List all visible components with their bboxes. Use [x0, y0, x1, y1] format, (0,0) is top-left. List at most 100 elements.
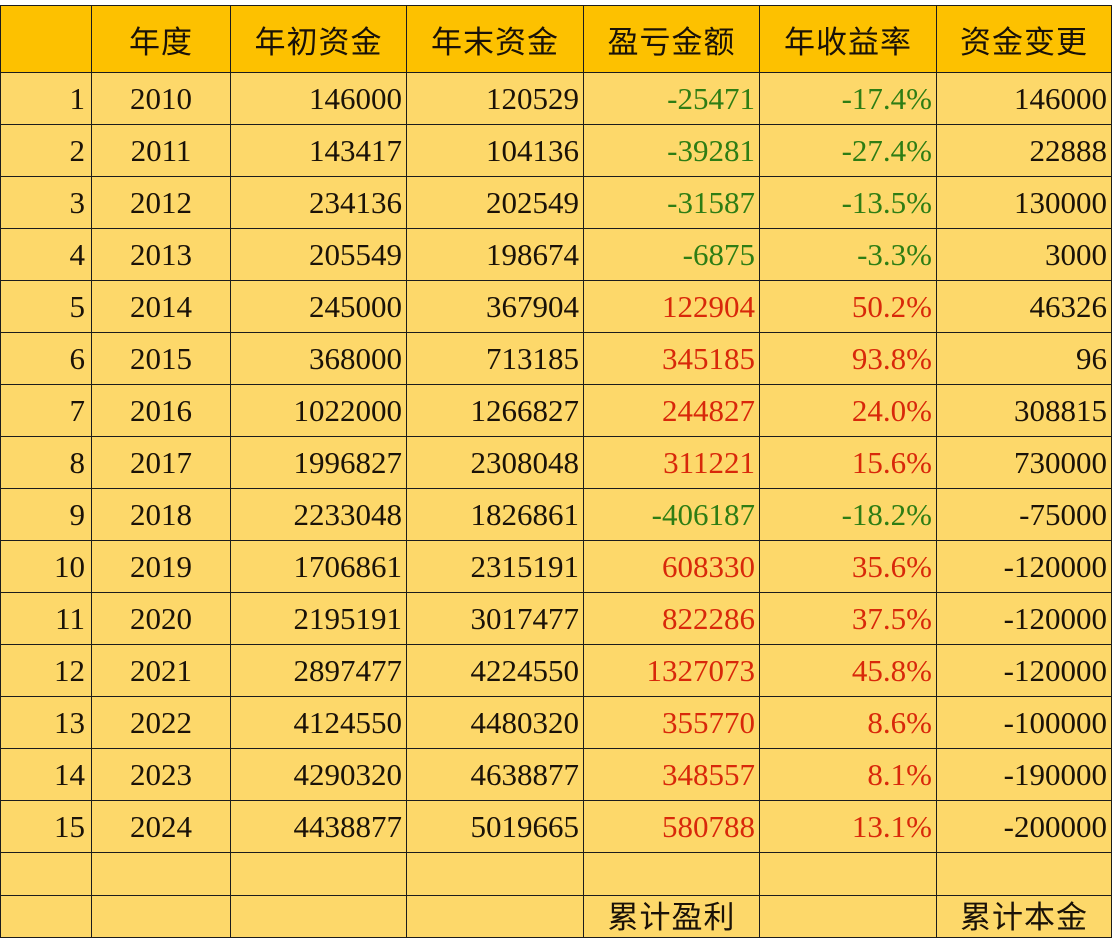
cell-profit-loss[interactable]: -406187 [583, 488, 760, 541]
header-end-capital[interactable]: 年末资金 [406, 5, 584, 73]
empty-cell[interactable] [936, 852, 1112, 896]
cell-end-capital[interactable]: 4224550 [406, 644, 584, 697]
cell-index[interactable]: 1 [0, 72, 92, 125]
empty-cell[interactable] [230, 895, 407, 938]
cell-index[interactable]: 13 [0, 696, 92, 749]
cell-profit-loss[interactable]: 348557 [583, 748, 760, 801]
cell-year[interactable]: 2012 [91, 176, 231, 229]
cell-year[interactable]: 2014 [91, 280, 231, 333]
cell-start-capital[interactable]: 368000 [230, 332, 407, 385]
cell-annual-return[interactable]: 45.8% [759, 644, 937, 697]
cell-start-capital[interactable]: 1996827 [230, 436, 407, 489]
cell-profit-loss[interactable]: -25471 [583, 72, 760, 125]
cell-end-capital[interactable]: 120529 [406, 72, 584, 125]
cell-profit-loss[interactable]: -39281 [583, 124, 760, 177]
cell-annual-return[interactable]: 8.1% [759, 748, 937, 801]
cell-profit-loss[interactable]: 1327073 [583, 644, 760, 697]
cell-start-capital[interactable]: 4124550 [230, 696, 407, 749]
cumulative-principal-label[interactable]: 累计本金 [936, 895, 1112, 938]
cell-capital-change[interactable]: -120000 [936, 644, 1112, 697]
empty-cell[interactable] [406, 852, 584, 896]
cell-index[interactable]: 12 [0, 644, 92, 697]
cell-start-capital[interactable]: 1706861 [230, 540, 407, 593]
cell-start-capital[interactable]: 2195191 [230, 592, 407, 645]
cell-profit-loss[interactable]: 608330 [583, 540, 760, 593]
header-start-capital[interactable]: 年初资金 [230, 5, 407, 73]
cell-annual-return[interactable]: 13.1% [759, 800, 937, 853]
cell-year[interactable]: 2015 [91, 332, 231, 385]
cell-end-capital[interactable]: 198674 [406, 228, 584, 281]
cell-annual-return[interactable]: -3.3% [759, 228, 937, 281]
cell-profit-loss[interactable]: -31587 [583, 176, 760, 229]
cell-capital-change[interactable]: -100000 [936, 696, 1112, 749]
cell-year[interactable]: 2010 [91, 72, 231, 125]
empty-cell[interactable] [406, 895, 584, 938]
cell-profit-loss[interactable]: 244827 [583, 384, 760, 437]
cell-annual-return[interactable]: 35.6% [759, 540, 937, 593]
empty-cell[interactable] [583, 852, 760, 896]
cell-year[interactable]: 2022 [91, 696, 231, 749]
cell-annual-return[interactable]: -13.5% [759, 176, 937, 229]
cell-index[interactable]: 6 [0, 332, 92, 385]
cell-index[interactable]: 2 [0, 124, 92, 177]
cell-start-capital[interactable]: 2897477 [230, 644, 407, 697]
cell-annual-return[interactable]: 24.0% [759, 384, 937, 437]
cell-end-capital[interactable]: 4480320 [406, 696, 584, 749]
header-index[interactable] [0, 5, 92, 73]
cell-index[interactable]: 3 [0, 176, 92, 229]
cell-end-capital[interactable]: 104136 [406, 124, 584, 177]
cell-capital-change[interactable]: 46326 [936, 280, 1112, 333]
cell-capital-change[interactable]: 146000 [936, 72, 1112, 125]
cell-capital-change[interactable]: 730000 [936, 436, 1112, 489]
header-year[interactable]: 年度 [91, 5, 231, 73]
cell-capital-change[interactable]: 96 [936, 332, 1112, 385]
cell-profit-loss[interactable]: 311221 [583, 436, 760, 489]
cell-year[interactable]: 2013 [91, 228, 231, 281]
cell-end-capital[interactable]: 202549 [406, 176, 584, 229]
cell-annual-return[interactable]: 50.2% [759, 280, 937, 333]
cell-capital-change[interactable]: 3000 [936, 228, 1112, 281]
cell-annual-return[interactable]: 93.8% [759, 332, 937, 385]
cell-year[interactable]: 2023 [91, 748, 231, 801]
cell-index[interactable]: 8 [0, 436, 92, 489]
cell-year[interactable]: 2017 [91, 436, 231, 489]
cell-year[interactable]: 2020 [91, 592, 231, 645]
cell-start-capital[interactable]: 245000 [230, 280, 407, 333]
cell-end-capital[interactable]: 713185 [406, 332, 584, 385]
cell-profit-loss[interactable]: 580788 [583, 800, 760, 853]
cell-start-capital[interactable]: 205549 [230, 228, 407, 281]
header-capital-change[interactable]: 资金变更 [936, 5, 1112, 73]
cell-profit-loss[interactable]: 122904 [583, 280, 760, 333]
cell-end-capital[interactable]: 1266827 [406, 384, 584, 437]
cell-end-capital[interactable]: 367904 [406, 280, 584, 333]
empty-cell[interactable] [759, 852, 937, 896]
cell-start-capital[interactable]: 143417 [230, 124, 407, 177]
cell-annual-return[interactable]: 37.5% [759, 592, 937, 645]
cell-index[interactable]: 5 [0, 280, 92, 333]
cell-year[interactable]: 2024 [91, 800, 231, 853]
cell-end-capital[interactable]: 1826861 [406, 488, 584, 541]
empty-cell[interactable] [0, 852, 92, 896]
cell-capital-change[interactable]: 308815 [936, 384, 1112, 437]
cell-year[interactable]: 2019 [91, 540, 231, 593]
cell-start-capital[interactable]: 2233048 [230, 488, 407, 541]
header-profit-loss[interactable]: 盈亏金额 [583, 5, 760, 73]
empty-cell[interactable] [91, 895, 231, 938]
header-annual-return[interactable]: 年收益率 [759, 5, 937, 73]
cell-year[interactable]: 2018 [91, 488, 231, 541]
cell-index[interactable]: 11 [0, 592, 92, 645]
empty-cell[interactable] [0, 895, 92, 938]
cell-index[interactable]: 4 [0, 228, 92, 281]
cell-index[interactable]: 15 [0, 800, 92, 853]
cell-annual-return[interactable]: 8.6% [759, 696, 937, 749]
cell-annual-return[interactable]: -18.2% [759, 488, 937, 541]
cell-annual-return[interactable]: 15.6% [759, 436, 937, 489]
cell-start-capital[interactable]: 146000 [230, 72, 407, 125]
cell-profit-loss[interactable]: 345185 [583, 332, 760, 385]
cell-index[interactable]: 9 [0, 488, 92, 541]
cell-capital-change[interactable]: -120000 [936, 592, 1112, 645]
cell-start-capital[interactable]: 4290320 [230, 748, 407, 801]
cell-index[interactable]: 7 [0, 384, 92, 437]
cell-capital-change[interactable]: -120000 [936, 540, 1112, 593]
cell-end-capital[interactable]: 4638877 [406, 748, 584, 801]
